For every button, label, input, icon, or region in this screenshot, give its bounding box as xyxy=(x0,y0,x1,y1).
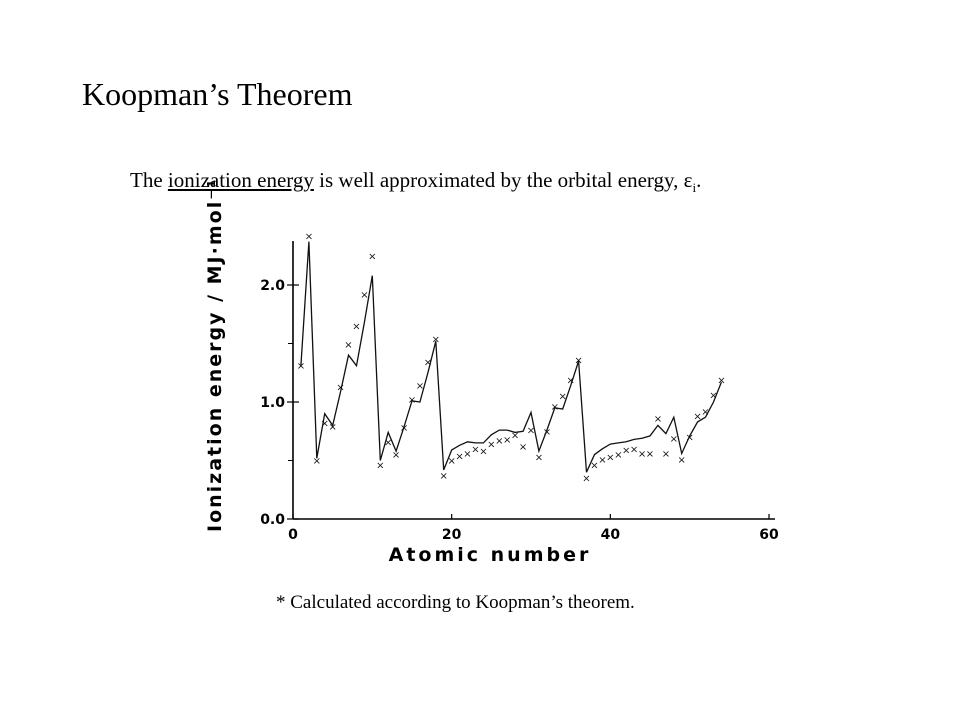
experimental-point-marker: × xyxy=(400,423,408,434)
experimental-point-marker: × xyxy=(313,456,321,467)
experimental-point-marker: × xyxy=(432,334,440,345)
x-axis-label: Atomic number xyxy=(388,544,592,566)
subtitle-post: is well approximated by the orbital ener… xyxy=(313,168,693,192)
experimental-point-marker: × xyxy=(662,449,670,460)
experimental-point-marker: × xyxy=(646,449,654,460)
experimental-point-marker: × xyxy=(408,395,416,406)
subtitle-end: . xyxy=(696,168,702,192)
experimental-point-marker: × xyxy=(463,449,471,460)
experimental-point-marker: × xyxy=(416,381,424,392)
calculated-series-line xyxy=(300,241,723,473)
experimental-point-marker: × xyxy=(535,453,543,464)
experimental-point-marker: × xyxy=(551,402,559,413)
experimental-point-marker: × xyxy=(709,391,717,402)
chart-axes xyxy=(292,241,775,520)
experimental-point-marker: × xyxy=(352,322,360,333)
experimental-point-marker: × xyxy=(693,412,701,423)
experimental-point-marker: × xyxy=(297,361,305,372)
experimental-point-marker: × xyxy=(527,426,535,437)
experimental-point-marker: × xyxy=(574,355,582,366)
experimental-point-marker: × xyxy=(344,340,352,351)
experimental-point-marker: × xyxy=(384,437,392,448)
experimental-point-marker: × xyxy=(511,430,519,441)
experimental-point-marker: × xyxy=(654,414,662,425)
experimental-point-marker: × xyxy=(471,444,479,455)
experimental-point-marker: × xyxy=(598,455,606,466)
experimental-point-marker: × xyxy=(487,440,495,451)
slide-title: Koopman’s Theorem xyxy=(82,76,353,112)
footnote-caption: * Calculated according to Koopman’s theo… xyxy=(276,592,635,613)
experimental-point-marker: × xyxy=(448,456,456,467)
experimental-point-marker: × xyxy=(590,461,598,472)
experimental-point-marker: × xyxy=(622,446,630,457)
experimental-point-marker: × xyxy=(630,444,638,455)
experimental-point-marker: × xyxy=(701,407,709,418)
experimental-point-marker: × xyxy=(519,442,527,453)
experimental-point-marker: × xyxy=(495,436,503,447)
experimental-point-marker: × xyxy=(614,450,622,461)
experimental-point-marker: × xyxy=(670,434,678,445)
ionization-chart: 0 20 40 600.01.02.0 ×××× ×××××××××××××××× × × ×… xyxy=(260,231,779,543)
y-axis-label: Ionization energy / MJ·mol⁻¹ xyxy=(204,177,226,532)
experimental-point-marker: × xyxy=(606,453,614,464)
experimental-point-marker: × xyxy=(305,231,313,242)
chart-ticks: 0 20 40 60 0.0 1.0 2.0 xyxy=(260,278,779,543)
x-tick-label: 40 xyxy=(601,527,621,543)
experimental-point-marker: × xyxy=(360,290,368,301)
experimental-point-marker: × xyxy=(503,435,511,446)
subtitle-link: ionization energy xyxy=(167,168,314,192)
subtitle-pre: The xyxy=(130,168,168,192)
experimental-series-markers: ×××× ×××××××××××××××× × × × ×× × × ×××××××××××× ×… xyxy=(297,231,726,484)
experimental-point-marker: × xyxy=(455,451,463,462)
slide-subtitle: The ionization energy is well approximat… xyxy=(130,168,701,196)
x-tick-label: 60 xyxy=(759,527,779,543)
experimental-point-marker: × xyxy=(678,455,686,466)
experimental-point-marker: × xyxy=(559,392,567,403)
experimental-point-marker: × xyxy=(321,419,329,430)
experimental-point-marker: × xyxy=(336,382,344,393)
experimental-point-marker: × xyxy=(479,447,487,458)
experimental-point-marker: × xyxy=(440,471,448,482)
y-tick-label: 1.0 xyxy=(260,395,285,411)
experimental-point-marker: × xyxy=(717,375,725,386)
experimental-point-marker: × xyxy=(543,427,551,438)
experimental-point-marker: × xyxy=(686,433,694,444)
experimental-point-marker: × xyxy=(392,450,400,461)
x-tick-label: 20 xyxy=(442,527,462,543)
y-tick-label: 0.0 xyxy=(260,512,285,528)
y-tick-label: 2.0 xyxy=(260,278,285,294)
experimental-point-marker: × xyxy=(567,375,575,386)
experimental-point-marker: × xyxy=(424,358,432,369)
x-tick-label: 0 xyxy=(288,527,298,543)
experimental-point-marker: × xyxy=(329,422,337,433)
experimental-point-marker: × xyxy=(376,461,384,472)
experimental-point-marker: × xyxy=(582,474,590,485)
experimental-point-marker: × xyxy=(638,449,646,460)
subtitle-subscript: i xyxy=(692,180,697,196)
experimental-point-marker: × xyxy=(368,251,376,262)
